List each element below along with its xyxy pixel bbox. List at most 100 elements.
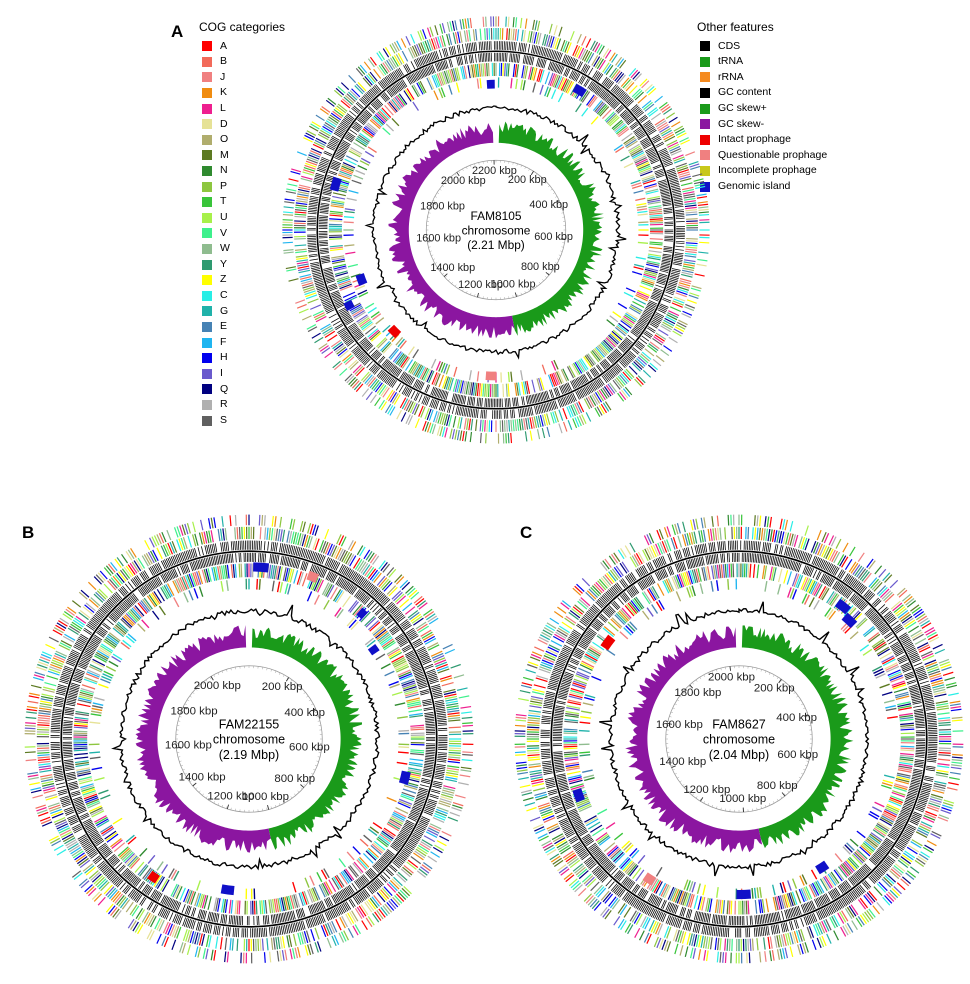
cog-legend-swatch [202, 353, 212, 364]
cog-legend-label: H [220, 351, 228, 364]
features-legend: Other features CDS tRNA rRNA GC content GC s… [697, 20, 827, 194]
gc-skew-track [135, 624, 363, 853]
features-legend-title: Other features [697, 20, 774, 34]
scale-tick-label: 2200 kbp [472, 165, 517, 177]
cog-ring-outer [24, 514, 474, 964]
cog-legend-item: Z [202, 272, 285, 288]
chromosome-label-2: chromosome [703, 733, 775, 747]
chromosome-label-1: FAM22155 [219, 717, 280, 731]
cog-legend-swatch [202, 181, 212, 192]
cds-ring-forward [50, 540, 448, 938]
cog-legend-item: K [202, 85, 285, 101]
scale-tick-label: 1600 kbp [165, 740, 212, 752]
cog-ring-reverse [73, 563, 425, 915]
features-legend-item: tRNA [700, 54, 827, 70]
cog-legend-swatch [202, 244, 212, 255]
scale-tick-label: 1600 kbp [656, 719, 703, 731]
cog-legend-swatch [202, 41, 212, 52]
cog-legend-swatch [202, 399, 212, 410]
scale-tick-label: 1800 kbp [171, 706, 218, 718]
scale-tick-label: 1400 kbp [659, 756, 706, 768]
features-legend-swatch [700, 119, 710, 130]
cog-legend-label: D [220, 117, 228, 130]
features-legend-item: Intact prophage [700, 132, 827, 148]
cog-legend-swatch [202, 166, 212, 177]
scale-tick-label: 2000 kbp [708, 672, 755, 684]
cog-legend-swatch [202, 306, 212, 317]
scale-ticks [665, 665, 813, 813]
cds-ring-reverse [62, 552, 436, 926]
cog-legend-label: L [220, 101, 226, 114]
cog-legend-label: F [220, 335, 227, 348]
cog-legend-label: M [220, 148, 229, 161]
gc-skew-track [388, 121, 605, 339]
features-legend-item: GC skew- [700, 116, 827, 132]
cog-legend-label: V [220, 226, 228, 239]
chromosome-label-1: FAM8627 [712, 717, 766, 731]
cog-legend-label: N [220, 164, 228, 177]
cog-legend-item: W [202, 241, 285, 257]
cog-legend-label: T [220, 195, 227, 208]
features-legend-swatch [700, 103, 710, 114]
cog-legend-swatch [202, 88, 212, 99]
gc-content-track [364, 105, 627, 360]
cog-legend-item: E [202, 319, 285, 335]
scale-tick-label: 400 kbp [776, 712, 817, 724]
cog-legend-item: O [202, 132, 285, 148]
cds-ring-reverse [318, 52, 674, 408]
cog-legend-swatch [202, 337, 212, 348]
backbone-circle [550, 550, 928, 928]
cog-legend-swatch [202, 228, 212, 239]
cog-legend-item: A [202, 39, 285, 55]
cog-ring-forward [526, 526, 952, 952]
features-legend-swatch [700, 41, 710, 52]
scale-tick-label: 200 kbp [508, 174, 547, 186]
cds-ring-forward [307, 41, 685, 419]
cog-legend-item: G [202, 304, 285, 320]
scale-ticks [175, 665, 323, 813]
chromosome-label-2: chromosome [462, 223, 531, 237]
cog-legend-label: C [220, 289, 228, 302]
cog-legend-swatch [202, 150, 212, 161]
cog-legend-label: U [220, 211, 228, 224]
chromosome-label-2: chromosome [213, 733, 285, 747]
scale-ticks [426, 160, 566, 300]
cog-legend-label: J [220, 70, 226, 83]
features-legend-label: CDS [718, 39, 741, 52]
features-legend-swatch [700, 150, 710, 161]
cog-legend-swatch [202, 368, 212, 379]
cog-legend-label: W [220, 242, 230, 255]
cog-legend-item: S [202, 413, 285, 429]
genome-map-a: 200 kbp 400 kbp 600 kbp 800 kbp 1000 kbp1200… [282, 16, 710, 444]
cog-legend-item: D [202, 116, 285, 132]
cog-legend-item: Q [202, 382, 285, 398]
features-legend-item: GC skew+ [700, 101, 827, 117]
feature-track [147, 562, 411, 896]
cog-legend-item: V [202, 226, 285, 242]
scale-tick-label: 1000 kbp [491, 279, 536, 291]
feature-track [329, 79, 587, 381]
features-legend-label: tRNA [718, 55, 744, 68]
scale-tick-label: 400 kbp [529, 199, 568, 211]
cog-legend-swatch [202, 103, 212, 114]
cog-legend-item: C [202, 288, 285, 304]
chromosome-label-3: (2.19 Mbp) [219, 748, 279, 762]
scale-tick-label: 1000 kbp [719, 793, 766, 805]
cog-legend-swatch [202, 321, 212, 332]
cog-legend-swatch [202, 275, 212, 286]
cog-legend-swatch [202, 72, 212, 83]
cog-legend-item: B [202, 54, 285, 70]
scale-circle [665, 665, 813, 813]
scale-tick-label: 1800 kbp [420, 200, 465, 212]
features-legend-item: Incomplete prophage [700, 163, 827, 179]
cog-legend-swatch [202, 56, 212, 67]
cog-legend-label: O [220, 133, 229, 146]
cds-ring-reverse [552, 552, 926, 926]
chromosome-label-3: (2.21 Mbp) [467, 238, 525, 252]
cog-legend-swatch [202, 212, 212, 223]
cog-legend-label: G [220, 304, 229, 317]
scale-tick-label: 1200 kbp [458, 279, 503, 291]
cog-legend-title: COG categories [199, 20, 286, 34]
features-legend-swatch [700, 88, 710, 99]
scale-tick-label: 2000 kbp [441, 175, 486, 187]
